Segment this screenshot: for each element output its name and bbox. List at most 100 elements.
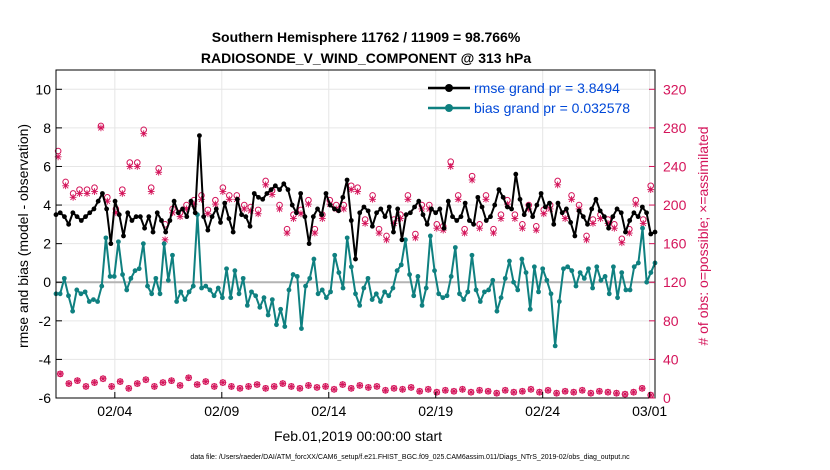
rmse-point [188, 198, 194, 204]
rmse-point [70, 210, 76, 216]
obs-assimilated-marker [225, 195, 233, 203]
bias-point [611, 264, 616, 270]
rmse-point [631, 210, 637, 216]
obs-bottom-assimilated-marker [142, 376, 150, 384]
obs-assimilated-marker [583, 236, 590, 244]
rmse-point [87, 210, 93, 216]
bias-point [357, 302, 363, 308]
bias-point [91, 297, 96, 302]
obs-bottom-assimilated-marker [236, 384, 244, 392]
y-tick-label: 8 [43, 120, 51, 136]
rmse-point [57, 210, 63, 216]
obs-assimilated-marker [490, 229, 497, 237]
rmse-point [281, 181, 287, 187]
obs-bottom-assimilated-marker [210, 383, 218, 390]
obs-assimilated-marker [604, 219, 612, 227]
bias-point [86, 299, 92, 304]
obs-bottom-assimilated-marker [647, 391, 655, 399]
obs-bottom-assimilated-marker [476, 386, 483, 394]
bias-point [120, 272, 125, 277]
rmse-point [496, 187, 502, 193]
rmse-point [289, 202, 295, 208]
rmse-point [353, 256, 358, 262]
obs-assimilated-marker [176, 213, 184, 221]
bias-point [602, 274, 608, 279]
bias-point [153, 275, 159, 281]
bias-point [490, 277, 496, 283]
rmse-point [213, 206, 219, 212]
obs-bottom-assimilated-marker [245, 383, 252, 390]
obs-bottom-assimilated-marker [493, 389, 501, 397]
rmse-point [538, 191, 544, 196]
obs-assimilated-marker [390, 219, 398, 227]
bias-point [186, 289, 192, 295]
rmse-point [222, 200, 228, 206]
bias-point [99, 283, 105, 289]
rmse-point [534, 202, 540, 208]
rmse-point [618, 210, 624, 216]
obs-assimilated-marker [618, 239, 626, 247]
rmse-point [475, 194, 481, 200]
bias-point [70, 308, 76, 314]
rmse-point [530, 214, 536, 220]
bias-point [136, 266, 142, 272]
obs-bottom-assimilated-marker [73, 377, 81, 385]
obs-assimilated-marker [369, 195, 377, 203]
bias-point [507, 258, 512, 264]
bias-point [244, 302, 250, 308]
rmse-point [365, 208, 371, 214]
rmse-point [209, 214, 215, 220]
obs-assimilated-marker [126, 163, 134, 170]
rmse-point [294, 210, 299, 216]
rmse-point [146, 214, 152, 220]
y2-tick-label: 120 [663, 274, 687, 290]
bias-point [311, 256, 317, 262]
rmse-point [454, 218, 460, 223]
bias-point [598, 277, 604, 283]
chart-title: Southern Hemisphere 11762 / 11909 = 98.7… [212, 29, 521, 45]
obs-assimilated-marker [54, 153, 62, 161]
bias-point [149, 291, 155, 297]
legend-bias-label: bias grand pr = 0.032578 [474, 100, 630, 116]
bias-point [282, 324, 288, 330]
bias-point [340, 285, 346, 291]
rmse-point [159, 218, 164, 223]
bias-point [561, 266, 566, 272]
obs-bottom-assimilated-marker [339, 381, 347, 388]
rmse-point [580, 214, 586, 220]
obs-assimilated-marker [318, 215, 326, 222]
bias-point [219, 295, 225, 301]
obs-assimilated-marker [397, 215, 404, 222]
rmse-point [133, 214, 139, 220]
obs-assimilated-marker [262, 181, 270, 189]
rmse-point [639, 204, 645, 210]
bias-point [174, 299, 180, 304]
rmse-point [601, 214, 607, 220]
y-axis-label: rmse and bias (model - observation) [15, 124, 31, 348]
obs-assimilated-marker [62, 182, 70, 190]
rmse-point [121, 233, 126, 239]
bias-point [473, 287, 479, 293]
x-tick-label: 02/19 [418, 403, 453, 419]
bias-point [519, 256, 525, 262]
bias-point [619, 270, 625, 275]
obs-assimilated-marker [140, 130, 148, 138]
y-tick-label: 2 [43, 236, 51, 252]
bias-point [407, 272, 412, 277]
obs-assimilated-marker [305, 200, 312, 208]
rmse-point [260, 196, 266, 202]
obs-bottom-assimilated-marker [219, 379, 227, 386]
rmse-point [192, 210, 198, 216]
obs-bottom-assimilated-marker [99, 375, 107, 383]
rmse-point [116, 212, 122, 218]
bias-point [140, 241, 146, 247]
obs-assimilated-marker [133, 163, 141, 170]
obs-bottom-assimilated-marker [553, 389, 560, 397]
obs-assimilated-marker [112, 209, 120, 217]
bias-point [132, 268, 138, 274]
plot-frame [55, 69, 656, 399]
rmse-point [610, 214, 616, 220]
bias-point [461, 297, 467, 302]
bias-point [111, 274, 117, 279]
x-tick-label: 02/24 [525, 403, 560, 419]
